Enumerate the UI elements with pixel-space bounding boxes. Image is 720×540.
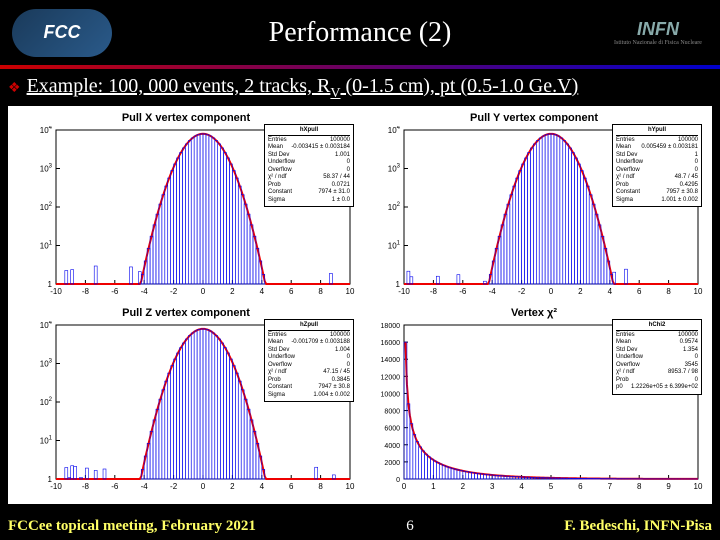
chart-title: Pull X vertex component (122, 112, 250, 124)
svg-text:6000: 6000 (384, 426, 400, 433)
infn-logo-text: INFN (637, 19, 679, 40)
svg-text:102: 102 (40, 202, 53, 212)
svg-text:-2: -2 (170, 482, 178, 491)
svg-text:104: 104 (40, 126, 53, 135)
svg-text:18000: 18000 (381, 323, 401, 330)
svg-text:3: 3 (490, 482, 495, 491)
svg-text:-10: -10 (398, 287, 410, 296)
svg-text:-4: -4 (141, 482, 149, 491)
chart-grid: Pull X vertex component -10 -8 -6 -4 -2 0 2 4 6 8… (8, 106, 712, 504)
svg-text:-6: -6 (111, 287, 119, 296)
svg-text:103: 103 (388, 164, 401, 174)
svg-text:2: 2 (578, 287, 583, 296)
svg-text:10: 10 (694, 287, 703, 296)
svg-text:4: 4 (608, 287, 613, 296)
slide-title: Performance (2) (269, 17, 452, 49)
svg-text:101: 101 (40, 436, 53, 446)
svg-text:103: 103 (40, 359, 53, 369)
svg-text:2: 2 (230, 482, 235, 491)
svg-text:16000: 16000 (381, 340, 401, 347)
svg-text:8: 8 (318, 287, 323, 296)
fcc-logo: FCC (12, 9, 112, 57)
svg-text:2: 2 (230, 287, 235, 296)
svg-text:2: 2 (461, 482, 466, 491)
svg-text:104: 104 (388, 126, 401, 135)
svg-text:1: 1 (396, 280, 401, 289)
svg-text:6: 6 (289, 287, 294, 296)
chart-title: Vertex χ² (511, 307, 557, 319)
bullet-icon: ❖ (8, 80, 21, 97)
svg-text:2000: 2000 (384, 460, 400, 467)
svg-text:9: 9 (666, 482, 671, 491)
svg-text:7: 7 (608, 482, 613, 491)
chart-pull-z: Pull Z vertex component -10 -8 -6 -4 -2 0 2 4 6 8… (12, 305, 360, 500)
svg-text:6: 6 (289, 482, 294, 491)
example-text-post: (0-1.5 cm), pt (0.5-1.0 Ge.V) (341, 75, 579, 97)
statbox: hChi2Entries100000Mean0.9574Std Dev1.354… (612, 319, 702, 395)
svg-text:0: 0 (201, 482, 206, 491)
svg-text:1: 1 (48, 475, 53, 484)
svg-text:104: 104 (40, 321, 53, 330)
svg-text:101: 101 (40, 241, 53, 251)
svg-text:102: 102 (40, 397, 53, 407)
svg-text:10: 10 (694, 482, 703, 491)
svg-text:-4: -4 (489, 287, 497, 296)
svg-text:6: 6 (578, 482, 583, 491)
svg-text:-8: -8 (82, 482, 90, 491)
statbox: hXpullEntries100000Mean-0.003415 ± 0.003… (264, 124, 354, 207)
fcc-logo-text: FCC (44, 22, 81, 43)
svg-text:5: 5 (549, 482, 554, 491)
svg-text:-6: -6 (459, 287, 467, 296)
svg-text:4000: 4000 (384, 443, 400, 450)
svg-text:-2: -2 (170, 287, 178, 296)
svg-text:10: 10 (346, 287, 355, 296)
svg-text:8: 8 (666, 287, 671, 296)
svg-text:0: 0 (549, 287, 554, 296)
footer-pagenum: 6 (406, 518, 414, 535)
svg-text:10000: 10000 (381, 391, 401, 398)
svg-text:14000: 14000 (381, 357, 401, 364)
svg-text:-6: -6 (111, 482, 119, 491)
example-line: ❖ Example: 100, 000 events, 2 tracks, RV… (0, 69, 720, 106)
chart-title: Pull Z vertex component (122, 307, 250, 319)
svg-text:8: 8 (637, 482, 642, 491)
chart-pull-y: Pull Y vertex component -10 -8 -6 -4 -2 0 2 4 6 8… (360, 110, 708, 305)
svg-text:-10: -10 (50, 482, 62, 491)
infn-logo-sub: Istituto Nazionale di Fisica Nucleare (614, 40, 702, 46)
example-text-sub: V (330, 86, 340, 101)
slide-header: FCC Performance (2) INFN Istituto Nazion… (0, 0, 720, 65)
statbox: hYpullEntries100000Mean0.005459 ± 0.0031… (612, 124, 702, 207)
svg-text:10: 10 (346, 482, 355, 491)
slide-footer: FCCee topical meeting, February 2021 6 F… (0, 512, 720, 540)
svg-text:0: 0 (402, 482, 407, 491)
chart-chi2: Vertex χ² 0 1 2 3 4 5 6 7 8 9 10 0 2000 4000 6000 8000 1… (360, 305, 708, 500)
svg-text:8: 8 (318, 482, 323, 491)
svg-text:-8: -8 (82, 287, 90, 296)
svg-text:12000: 12000 (381, 374, 401, 381)
chart-pull-x: Pull X vertex component -10 -8 -6 -4 -2 0 2 4 6 8… (12, 110, 360, 305)
footer-right: F. Bedeschi, INFN-Pisa (564, 518, 712, 535)
svg-text:1: 1 (431, 482, 436, 491)
chart-title: Pull Y vertex component (470, 112, 598, 124)
svg-text:4: 4 (260, 482, 265, 491)
svg-text:103: 103 (40, 164, 53, 174)
svg-text:8000: 8000 (384, 409, 400, 416)
svg-text:-2: -2 (518, 287, 526, 296)
svg-text:0: 0 (396, 477, 400, 484)
svg-text:1: 1 (48, 280, 53, 289)
svg-text:-8: -8 (430, 287, 438, 296)
svg-text:102: 102 (388, 202, 401, 212)
infn-logo: INFN Istituto Nazionale di Fisica Nuclea… (608, 9, 708, 57)
example-text-pre: Example: 100, 000 events, 2 tracks, R (27, 75, 331, 97)
svg-text:4: 4 (519, 482, 524, 491)
statbox: hZpullEntries100000Mean-0.001709 ± 0.003… (264, 319, 354, 402)
svg-text:0: 0 (201, 287, 206, 296)
footer-left: FCCee topical meeting, February 2021 (8, 518, 256, 535)
svg-text:-10: -10 (50, 287, 62, 296)
svg-text:-4: -4 (141, 287, 149, 296)
svg-text:4: 4 (260, 287, 265, 296)
svg-text:101: 101 (388, 241, 401, 251)
svg-text:6: 6 (637, 287, 642, 296)
